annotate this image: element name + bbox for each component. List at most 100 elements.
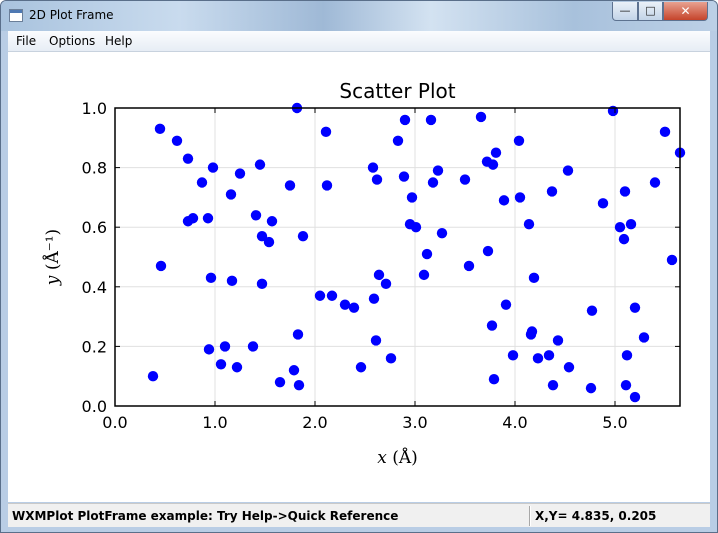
data-point [231, 362, 243, 373]
data-point [488, 373, 500, 385]
data-point [649, 177, 661, 188]
grid [114, 107, 680, 407]
data-point [585, 382, 597, 394]
data-point [532, 353, 544, 364]
data-point [203, 344, 215, 355]
minimize-button[interactable]: — [612, 2, 638, 21]
data-point [410, 222, 422, 233]
data-point [547, 379, 559, 391]
data-point [371, 174, 383, 185]
data-point [274, 376, 286, 388]
data-point [392, 135, 404, 146]
data-point [546, 186, 558, 197]
data-point [321, 180, 333, 191]
data-point [154, 123, 166, 135]
maximize-button[interactable]: □ [638, 2, 663, 21]
data-point [507, 350, 519, 361]
y-tick-label: 0.2 [82, 337, 107, 356]
x-axis-label: x (Å) [377, 447, 418, 468]
x-tick-label: 3.0 [402, 413, 427, 432]
data-point [619, 186, 631, 197]
data-point [147, 371, 159, 382]
data-point [666, 254, 678, 266]
data-point [552, 335, 564, 346]
data-point [638, 332, 650, 343]
scatter-chart[interactable]: 0.0 1.0 2.0 3.0 4.0 5.0 0.0 0.2 0.4 0.6 0.8 1.0 Sca… [8, 52, 710, 502]
data-point [629, 391, 641, 403]
menu-file[interactable]: File [16, 34, 37, 48]
data-point [482, 245, 494, 257]
data-point [659, 126, 671, 138]
data-point [513, 135, 525, 146]
data-point [625, 219, 637, 230]
y-tick-label: 0.6 [82, 218, 107, 237]
data-point [425, 114, 437, 126]
y-tick-label: 1.0 [82, 99, 107, 118]
data-point [563, 362, 575, 373]
y-tick-label: 0.4 [82, 278, 107, 297]
data-points [147, 102, 686, 403]
data-point [254, 159, 266, 170]
x-axis-unit: (Å) [392, 447, 418, 468]
data-point [207, 162, 219, 173]
data-point [421, 248, 433, 260]
data-point [427, 177, 439, 188]
data-point [490, 147, 502, 158]
data-point [432, 165, 444, 176]
data-point [355, 362, 367, 373]
x-tick-label: 5.0 [602, 413, 627, 432]
data-point [620, 379, 632, 391]
data-point [586, 305, 598, 316]
data-point [618, 233, 630, 245]
data-point [418, 269, 430, 281]
data-point [475, 111, 487, 123]
status-message: WXMPlot PlotFrame example: Try Help->Qui… [12, 509, 399, 523]
menu-options[interactable]: Options [49, 34, 96, 48]
data-point [247, 341, 259, 352]
y-axis-label: y (Å⁻¹) [42, 229, 63, 286]
data-point [215, 359, 227, 370]
data-point [629, 302, 641, 313]
y-tick-label: 0.8 [82, 159, 107, 178]
data-point [250, 210, 262, 221]
data-point [293, 379, 305, 391]
close-button[interactable]: ✕ [663, 2, 708, 21]
chart-title: Scatter Plot [339, 79, 455, 103]
data-point [406, 192, 418, 203]
data-point [266, 216, 278, 227]
data-point [326, 290, 338, 301]
data-point [171, 135, 183, 146]
data-point [368, 293, 380, 304]
status-separator [529, 506, 531, 526]
data-point [500, 299, 512, 310]
data-point [528, 272, 540, 284]
x-tick-label: 4.0 [502, 413, 527, 432]
plot-panel[interactable]: 0.0 1.0 2.0 3.0 4.0 5.0 0.0 0.2 0.4 0.6 0.8 1.0 Sca… [8, 52, 710, 502]
data-point [225, 189, 237, 200]
data-point [205, 272, 217, 284]
data-point [526, 326, 538, 337]
data-point [226, 275, 238, 287]
data-point [399, 114, 411, 126]
data-point [187, 213, 199, 224]
data-point [292, 329, 304, 340]
data-point [202, 213, 214, 224]
data-point [367, 162, 379, 173]
data-point [348, 302, 360, 313]
data-point [182, 153, 194, 164]
y-axis-unit: (Å⁻¹) [42, 229, 63, 270]
data-point [256, 230, 268, 242]
data-point [380, 278, 392, 290]
data-point [370, 335, 382, 346]
data-point [562, 165, 574, 176]
data-point [486, 320, 498, 331]
title-bar[interactable]: 2D Plot Frame — □ ✕ [1, 1, 717, 31]
y-tick-label: 0.0 [82, 397, 107, 416]
menu-help[interactable]: Help [105, 34, 133, 48]
data-point [436, 227, 448, 239]
data-point [621, 350, 633, 361]
x-axis-variable: x [377, 448, 387, 468]
data-point [373, 269, 385, 281]
data-point [514, 192, 526, 203]
